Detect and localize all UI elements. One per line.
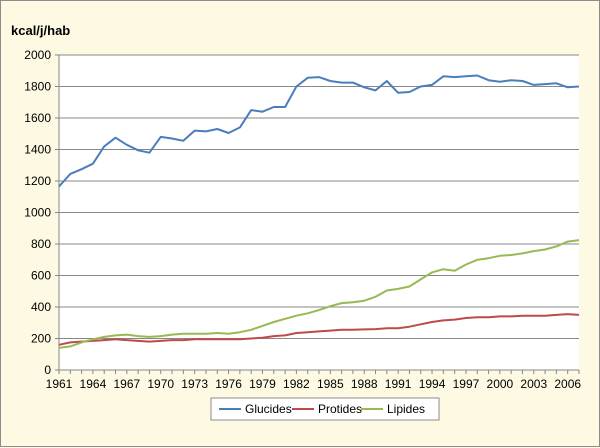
y-tick-label: 0 [44,363,51,377]
y-tick-label: 1000 [24,206,51,220]
axes [55,54,580,374]
y-tick-label: 200 [31,332,51,346]
x-tick-label: 2006 [554,377,581,391]
y-tick-label: 1800 [24,80,51,94]
y-tick-label: 600 [31,269,51,283]
series-lines [58,74,580,349]
y-tick-label: 1400 [24,143,51,157]
y-tick-labels: 0 200 400 600 800 1000 1200 1400 1600 1800 2000 [24,48,51,377]
x-tick-label: 1994 [419,377,446,391]
legend-label: Protides [318,402,362,416]
gridlines [59,54,579,370]
y-tick-label: 400 [31,300,51,314]
x-tick-label: 1997 [453,377,480,391]
x-tick-label: 1982 [283,377,310,391]
x-tick-label: 1991 [385,377,412,391]
x-tick-label: 1988 [351,377,378,391]
y-tick-label: 1200 [24,174,51,188]
x-tick-label: 1964 [80,377,107,391]
x-tick-label: 1979 [249,377,276,391]
x-tick-label: 2000 [487,377,514,391]
x-tick-label: 1985 [317,377,344,391]
x-tick-label: 1973 [181,377,208,391]
x-tick-label: 2003 [520,377,547,391]
y-axis-unit-label: kcal/j/hab [11,23,70,38]
legend-item-lipides: Lipides [361,402,425,416]
series-line-protides [58,313,580,346]
legend-item-glucides: Glucides [219,402,292,416]
y-tick-label: 2000 [24,48,51,62]
x-tick-label: 1970 [147,377,174,391]
legend-box [210,397,440,421]
legend: Glucides Protides Lipides [210,397,440,421]
legend-label: Lipides [387,402,425,416]
x-tick-label: 1961 [46,377,73,391]
x-tick-label: 1967 [113,377,140,391]
series-line-lipides [58,239,580,349]
y-tick-label: 1600 [24,111,51,125]
y-tick-label: 800 [31,237,51,251]
x-tick-labels: 1961 1964 1967 1970 1973 1976 1979 1982 1985 1988… [46,377,582,391]
series-line-glucides [58,74,580,188]
x-tick-label: 1976 [215,377,242,391]
legend-item-protides: Protides [292,402,362,416]
legend-label: Glucides [245,402,292,416]
